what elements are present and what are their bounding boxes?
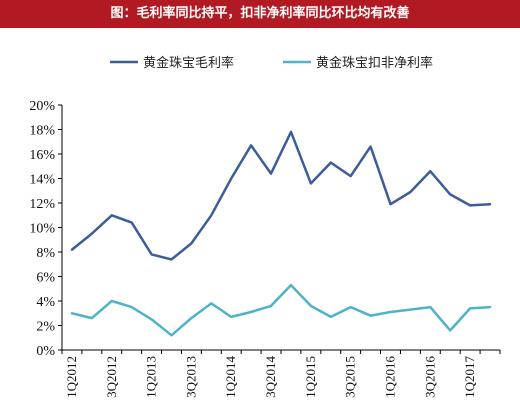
y-tick-label: 18% xyxy=(29,124,55,139)
x-tick-label: 3Q2015 xyxy=(343,356,358,398)
y-tick-label: 6% xyxy=(36,271,55,286)
chart-caption-banner: 图：毛利率同比持平，扣非净利率同比环比均有改善 xyxy=(0,0,520,28)
series-line-net-margin xyxy=(70,283,492,337)
series-line-gross-margin xyxy=(70,130,492,261)
y-tick-label: 2% xyxy=(36,320,55,335)
legend-label-gross-margin: 黄金珠宝毛利率 xyxy=(143,55,234,71)
y-tick-label: 10% xyxy=(29,222,55,237)
y-tick-label: 20% xyxy=(29,99,55,114)
x-tick-label: 1Q2016 xyxy=(383,356,398,398)
x-tick-label: 3Q2012 xyxy=(104,356,119,398)
x-tick-label: 1Q2017 xyxy=(462,356,477,398)
x-tick-label: 3Q2013 xyxy=(183,356,198,398)
y-tick-label: 12% xyxy=(29,197,55,212)
y-tick-label: 14% xyxy=(29,173,55,188)
series-lines xyxy=(70,130,492,337)
x-tick-label: 3Q2016 xyxy=(422,356,437,398)
x-tick-label: 1Q2013 xyxy=(144,356,159,398)
chart-caption: 图：毛利率同比持平，扣非净利率同比环比均有改善 xyxy=(110,6,410,21)
x-tick-label: 3Q2014 xyxy=(263,356,278,398)
y-tick-label: 0% xyxy=(36,344,55,359)
y-tick-label: 16% xyxy=(29,148,55,163)
x-tick-label: 1Q2015 xyxy=(303,356,318,398)
legend-label-net-margin: 黄金珠宝扣非净利率 xyxy=(316,55,433,71)
x-tick-label: 1Q2012 xyxy=(64,356,79,398)
x-tick-label: 1Q2014 xyxy=(223,356,238,398)
y-tick-label: 4% xyxy=(36,295,55,310)
y-tick-label: 8% xyxy=(36,246,55,261)
legend: 黄金珠宝毛利率 黄金珠宝扣非净利率 xyxy=(110,55,433,71)
y-axis-ticks: 0% 2% 4% 6% 8% 10% 12% 14% 16% 18% 20% xyxy=(29,99,62,359)
x-axis-ticks: 1Q2012 3Q2012 1Q2013 3Q2013 1Q2014 3Q2014 1Q20… xyxy=(61,350,501,398)
